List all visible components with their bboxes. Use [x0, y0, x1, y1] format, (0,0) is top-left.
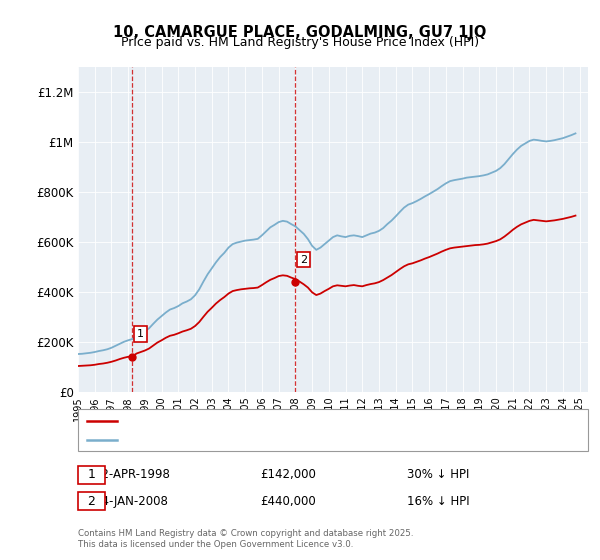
Text: 2: 2 [88, 494, 95, 508]
Text: 16% ↓ HPI: 16% ↓ HPI [407, 494, 469, 508]
Text: 2: 2 [300, 255, 307, 264]
Text: 30% ↓ HPI: 30% ↓ HPI [407, 468, 469, 482]
Text: Contains HM Land Registry data © Crown copyright and database right 2025.
This d: Contains HM Land Registry data © Crown c… [78, 529, 413, 549]
Text: £440,000: £440,000 [260, 494, 316, 508]
Text: 14-JAN-2008: 14-JAN-2008 [95, 494, 169, 508]
Text: 10, CAMARGUE PLACE, GODALMING, GU7 1JQ: 10, CAMARGUE PLACE, GODALMING, GU7 1JQ [113, 25, 487, 40]
Text: HPI: Average price, detached house, Waverley: HPI: Average price, detached house, Wave… [123, 435, 364, 445]
Text: £142,000: £142,000 [260, 468, 316, 482]
Text: 10, CAMARGUE PLACE, GODALMING, GU7 1JQ (detached house): 10, CAMARGUE PLACE, GODALMING, GU7 1JQ (… [123, 416, 455, 426]
Text: 02-APR-1998: 02-APR-1998 [94, 468, 170, 482]
Text: Price paid vs. HM Land Registry's House Price Index (HPI): Price paid vs. HM Land Registry's House … [121, 36, 479, 49]
Text: 1: 1 [137, 329, 144, 339]
Text: 1: 1 [88, 468, 95, 482]
